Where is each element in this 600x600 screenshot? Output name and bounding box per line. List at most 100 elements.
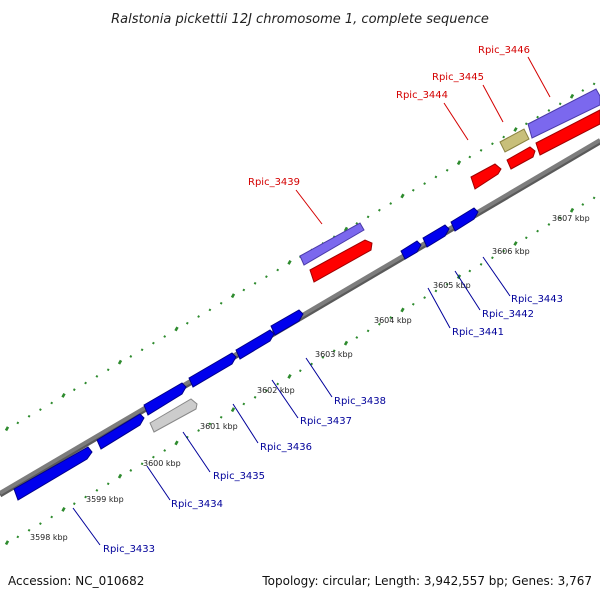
track-dot — [39, 522, 42, 526]
gene-label[interactable]: Rpic_3443 — [511, 294, 563, 305]
track-dot — [366, 329, 370, 333]
gene-label[interactable]: Rpic_3441 — [452, 327, 504, 338]
track-dot — [117, 359, 123, 365]
track-dot — [287, 374, 292, 379]
track-dot — [253, 281, 257, 285]
track-dot — [468, 155, 472, 159]
gene-label-leader — [232, 403, 259, 444]
track-dot — [242, 402, 246, 406]
track-dot — [265, 389, 268, 393]
track-dot — [411, 188, 415, 192]
track-dot — [502, 135, 506, 139]
track-dot — [434, 289, 438, 293]
gene-label-leader — [527, 56, 551, 98]
track-dot — [536, 229, 539, 233]
gene-feature-blue[interactable] — [13, 446, 93, 501]
track-dot — [84, 495, 87, 499]
gene-label-leader — [482, 84, 504, 123]
track-dot — [106, 482, 110, 486]
gene-label[interactable]: Rpic_3433 — [103, 544, 155, 555]
gene-feature-gray[interactable] — [149, 398, 198, 433]
track-dot — [502, 249, 506, 253]
track-dot — [332, 349, 336, 353]
gene-feature-purple[interactable] — [527, 88, 600, 139]
track-dot — [456, 160, 462, 166]
track-dot — [163, 449, 167, 452]
minus-strand-features: Rpic_3433 Rpic_3434 Rpic_3435 Rpic_3436 … — [13, 207, 563, 555]
track-dot — [265, 275, 268, 279]
gene-feature-red[interactable] — [309, 239, 373, 283]
gene-rpic-3445[interactable]: Rpic_3445 — [432, 72, 536, 170]
gene-feature-blue[interactable] — [235, 329, 275, 360]
track-dot — [423, 296, 426, 299]
gene-label[interactable]: Rpic_3438 — [334, 396, 386, 407]
gene-label[interactable]: Rpic_3442 — [482, 309, 534, 320]
gene-feature-blue[interactable] — [143, 382, 187, 416]
gene-label-leader — [271, 379, 299, 419]
track-dot — [61, 392, 66, 398]
gene-label[interactable]: Rpic_3439 — [248, 177, 300, 188]
tick-label: 3606 kbp — [492, 247, 530, 256]
minus-gene-labels — [72, 256, 511, 546]
gene-label[interactable]: Rpic_3446 — [478, 45, 530, 56]
gene-rpic-3439[interactable]: Rpic_3439 — [248, 177, 373, 283]
gene-feature-blue[interactable] — [450, 207, 479, 232]
track-dot — [479, 148, 483, 152]
track-dot — [581, 203, 585, 206]
gene-feature-red[interactable] — [535, 109, 600, 156]
track-dot — [491, 142, 494, 146]
track-dot — [547, 109, 551, 112]
track-dot — [219, 301, 223, 305]
dot-track-upper — [4, 82, 596, 432]
tick-label: 3599 kbp — [86, 495, 124, 504]
track-dot — [72, 502, 76, 506]
genome-summary-text: Topology: circular; Length: 3,942,557 bp… — [261, 574, 592, 588]
gene-label-leader — [295, 189, 323, 225]
gene-label-leader — [305, 357, 333, 398]
track-dot — [400, 193, 405, 199]
gene-feature-red[interactable] — [506, 146, 536, 170]
track-dot — [72, 388, 76, 392]
tick-label: 3600 kbp — [143, 459, 181, 468]
track-dot — [16, 421, 20, 425]
track-dot — [343, 226, 349, 232]
gene-feature-blue[interactable] — [96, 413, 145, 450]
gene-label[interactable]: Rpic_3437 — [300, 416, 352, 427]
gene-label[interactable]: Rpic_3445 — [432, 72, 484, 83]
gene-label[interactable]: Rpic_3436 — [260, 442, 312, 453]
track-dot — [208, 422, 212, 426]
gene-rpic-3446[interactable]: Rpic_3446 — [478, 45, 600, 156]
gene-feature-blue[interactable] — [400, 240, 422, 260]
track-dot — [140, 348, 144, 352]
gene-rpic-3444[interactable]: Rpic_3444 — [396, 90, 502, 190]
track-dot — [310, 362, 313, 366]
gene-label[interactable]: Rpic_3434 — [171, 499, 223, 510]
track-dot — [27, 528, 31, 532]
track-dot — [95, 374, 99, 378]
gene-feature-red[interactable] — [470, 163, 502, 190]
gene-label[interactable]: Rpic_3444 — [396, 90, 448, 101]
track-dot — [208, 308, 212, 312]
track-dot — [343, 340, 349, 346]
gene-feature-olive[interactable] — [499, 128, 530, 153]
gene-feature-blue[interactable] — [270, 309, 304, 336]
track-dot — [513, 241, 518, 246]
track-dot — [355, 222, 359, 225]
gene-feature-blue[interactable] — [422, 224, 450, 248]
gene-label-leader — [146, 465, 171, 501]
track-dot — [287, 260, 292, 265]
gene-label-leader — [482, 256, 511, 297]
gene-feature-blue[interactable] — [188, 352, 237, 388]
tick-label: 3607 kbp — [552, 214, 590, 223]
gene-feature-purple[interactable] — [299, 222, 365, 266]
track-dot — [491, 256, 494, 260]
track-dot — [197, 429, 200, 432]
track-dot — [129, 355, 133, 358]
track-dot — [434, 175, 438, 179]
track-dot — [242, 288, 246, 292]
track-dot — [569, 207, 575, 213]
track-dot — [174, 440, 179, 446]
gene-label[interactable]: Rpic_3435 — [213, 471, 265, 482]
